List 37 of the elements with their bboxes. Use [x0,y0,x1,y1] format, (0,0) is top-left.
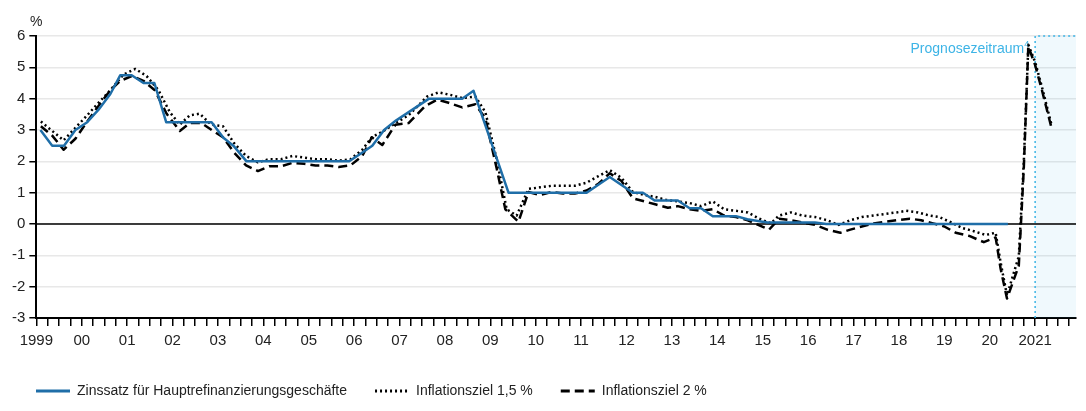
x-tick-label: 11 [573,331,589,349]
legend-label: Inflationsziel 1,5 % [416,381,533,398]
x-tick-label: 01 [118,331,136,349]
x-tick-label: 13 [663,331,681,349]
x-tick-label: 20 [981,331,999,349]
x-tick-label: 06 [345,331,363,349]
x-tick-label: 00 [73,331,91,349]
x-tick-label: 17 [845,331,862,349]
x-tick-label: 14 [709,331,726,349]
y-tick-label: -3 [11,308,26,326]
legend-label: Inflationsziel 2 % [601,381,707,398]
x-tick-label: 05 [300,331,318,349]
x-tick-label: 07 [391,331,408,349]
x-tick-label: 10 [527,331,545,349]
y-tick-label: -1 [11,245,26,263]
x-tick-label: 15 [754,331,772,349]
legend-label: Zinssatz für Hauptrefinanzierungsgeschäfte [77,381,348,398]
y-tick-label: 1 [16,182,26,200]
x-tick-label: 2021 [1018,331,1052,349]
x-tick-label: 04 [254,331,272,349]
x-tick-label: 18 [890,331,908,349]
x-tick-label: 12 [618,331,635,349]
y-tick-label: 3 [16,120,26,138]
y-tick-label: 5 [16,57,26,75]
x-tick-label: 16 [799,331,817,349]
y-tick-label: 4 [16,88,26,106]
x-tick-label: 08 [436,331,454,349]
y-tick-label: 2 [16,151,26,169]
x-tick-label: 09 [481,331,499,349]
x-tick-label: 1999 [19,331,54,349]
x-tick-label: 19 [936,331,953,349]
x-tick-label: 03 [209,331,227,349]
y-axis-title: % [30,12,43,29]
y-tick-label: 0 [16,214,26,232]
y-tick-label: 6 [16,26,26,44]
y-tick-label: -2 [11,276,26,294]
x-tick-label: 02 [164,331,181,349]
